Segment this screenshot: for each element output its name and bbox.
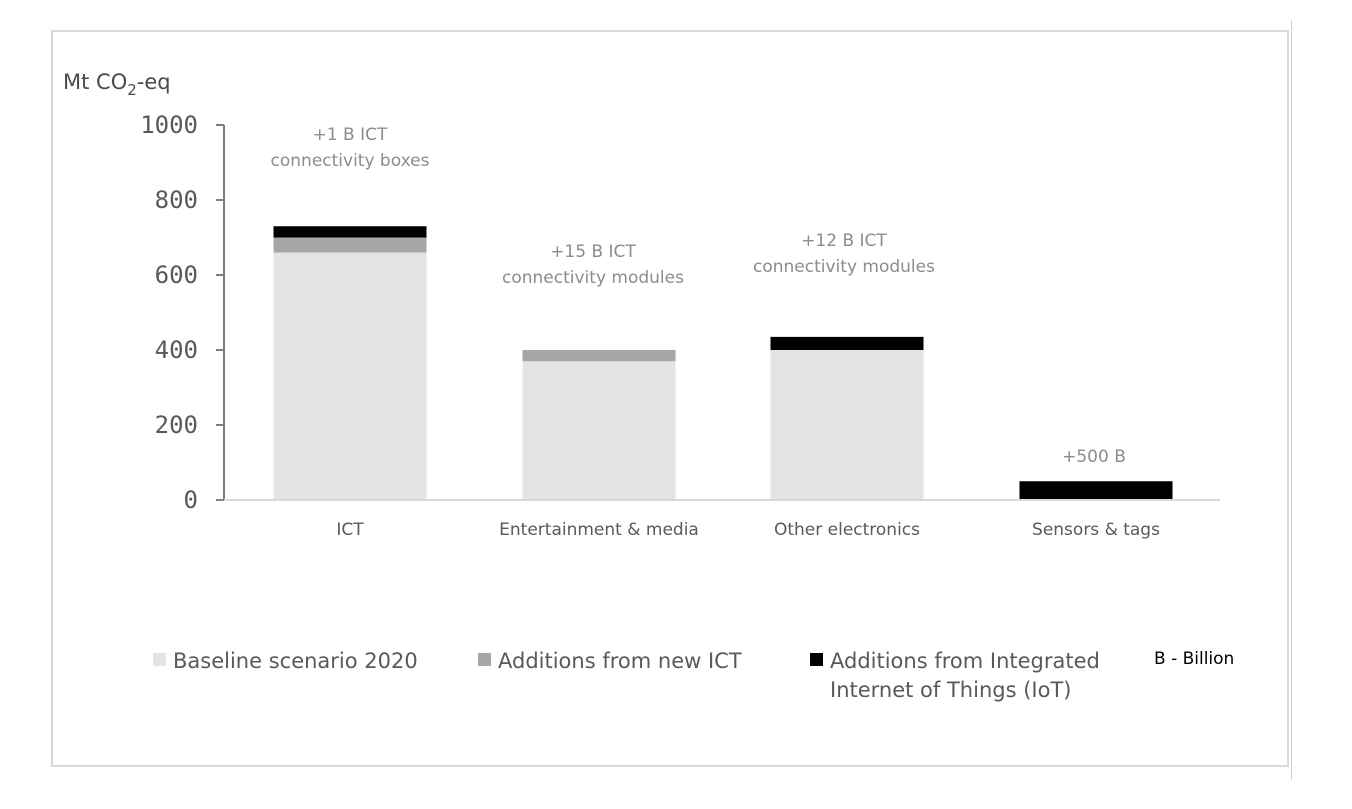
bar-stack-other-electronics — [770, 336, 924, 500]
bar-segment-new-ict — [522, 350, 676, 362]
bar-stack-sensors-tags — [1019, 481, 1173, 500]
x-tick-label: Other electronics — [774, 520, 920, 540]
legend-item: Additions from new ICT — [478, 649, 742, 673]
bar-annotation: +12 B ICT connectivity modules — [753, 231, 935, 277]
annotation-line: +1 B ICT — [313, 125, 388, 145]
legend-label: Additions from new ICT — [498, 649, 742, 673]
legend-label: Additions from Integrated Internet of Thi… — [830, 649, 1100, 702]
bar-segment-iot — [273, 226, 427, 238]
bar-segment-new-ict — [273, 237, 427, 253]
bar-stack-ict — [273, 226, 427, 500]
y-axis-title: Mt CO2-eq — [63, 70, 171, 99]
bar-segment-baseline — [770, 350, 924, 500]
annotation-line: +12 B ICT — [801, 231, 887, 251]
bar-annotation: +1 B ICT connectivity boxes — [271, 125, 430, 171]
bar-segment-iot — [770, 336, 924, 350]
edge-divider — [1291, 20, 1292, 780]
bar-annotation: +500 B — [1062, 447, 1126, 467]
legend-swatch — [478, 653, 491, 666]
x-tick-label: Entertainment & media — [499, 520, 699, 540]
legend-label-line: Baseline scenario 2020 — [173, 649, 418, 673]
annotation-line: connectivity boxes — [271, 151, 430, 171]
annotation-line: +15 B ICT — [550, 242, 636, 262]
y-axis-title-subscript: 2 — [127, 81, 137, 99]
x-tick-label: ICT — [336, 520, 364, 540]
annotation-line: connectivity modules — [753, 257, 935, 277]
y-axis: 0 200 400 600 800 1000 — [140, 111, 225, 514]
bar-segment-baseline — [273, 252, 427, 500]
legend-label-line: Additions from new ICT — [498, 649, 742, 673]
legend: Baseline scenario 2020 Additions from new… — [153, 649, 1100, 702]
x-tick-label: Sensors & tags — [1032, 520, 1160, 540]
bar-stack-entertainment-media — [522, 350, 676, 500]
legend-label: Baseline scenario 2020 — [173, 649, 418, 673]
y-tick-label: 800 — [155, 186, 198, 214]
annotations: +1 B ICT connectivity boxes +15 B ICT conne… — [271, 125, 1126, 467]
y-tick-label: 0 — [184, 486, 198, 514]
legend-swatch — [810, 653, 823, 666]
x-axis: ICT Entertainment & media Other electronic… — [224, 499, 1220, 540]
svg-text:Mt CO2-eq: Mt CO2-eq — [63, 70, 171, 99]
y-tick-label: 1000 — [140, 111, 198, 139]
legend-item: Additions from Integrated Internet of Thi… — [810, 649, 1100, 702]
legend-item: Baseline scenario 2020 — [153, 649, 418, 673]
legend-swatch — [153, 653, 166, 666]
footnote-billion: B - Billion — [1154, 649, 1234, 669]
y-axis-title-suffix: -eq — [137, 70, 171, 94]
y-tick-label: 400 — [155, 336, 198, 364]
bar-segment-baseline — [522, 361, 676, 500]
annotation-line: +500 B — [1062, 447, 1126, 467]
y-tick-label: 600 — [155, 261, 198, 289]
legend-label-line: Additions from Integrated — [830, 649, 1100, 673]
bar-segment-iot — [1019, 481, 1173, 500]
legend-label-line: Internet of Things (IoT) — [830, 678, 1071, 702]
y-tick-label: 200 — [155, 411, 198, 439]
bar-annotation: +15 B ICT connectivity modules — [502, 242, 684, 288]
y-axis-title-main: Mt CO — [63, 70, 127, 94]
annotation-line: connectivity modules — [502, 268, 684, 288]
bars — [273, 226, 1173, 500]
